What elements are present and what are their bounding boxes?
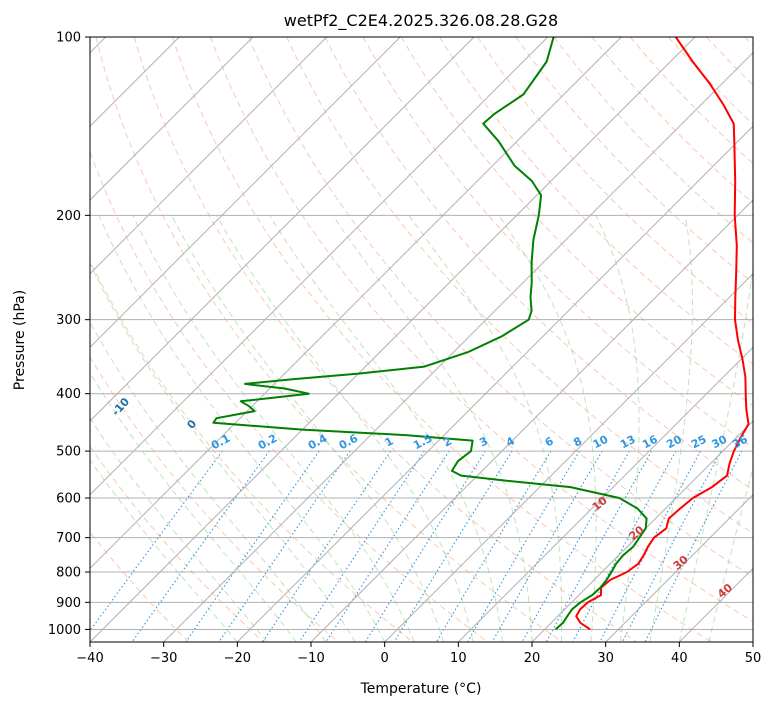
grid-lines: [90, 37, 753, 642]
dry-adiabat: [133, 37, 638, 642]
moist-adiabat: [269, 215, 503, 642]
x-tick-label: −40: [76, 651, 103, 666]
dry-adiabat: [324, 37, 753, 491]
moist-adiabat: [498, 215, 597, 642]
isotherm-gridline: [90, 37, 696, 642]
moist-adiabat: [332, 215, 533, 642]
x-tick-label: 40: [671, 651, 688, 666]
moist-adiabat: [98, 215, 386, 642]
moist-adiabat: [90, 459, 238, 642]
y-tick-label: 600: [56, 492, 81, 507]
dry-adiabat: [438, 37, 753, 366]
dry-adiabat: [477, 37, 753, 325]
moist-adiabat: [90, 321, 327, 642]
dry-adiabat: [90, 445, 264, 642]
mixing-ratio-label: 20: [664, 432, 684, 451]
x-axis-label: Temperature (°C): [360, 681, 482, 697]
mixing-ratio-label: 25: [689, 433, 709, 452]
moist-adiabat: [171, 215, 445, 642]
y-tick-label: 500: [56, 445, 81, 460]
y-tick-label: 900: [56, 596, 81, 611]
mixing-ratio-line: [218, 450, 351, 642]
isotherm-gridline: [90, 37, 254, 201]
isotherm-gridline: [90, 37, 622, 570]
dry-adiabat: [248, 37, 753, 578]
moist-adiabat: [595, 215, 640, 642]
mixing-ratio-line: [298, 450, 425, 642]
mixing-ratio-line: [572, 450, 677, 642]
temperature-profile-line: [575, 37, 750, 631]
x-tick-label: 50: [745, 651, 762, 666]
mixing-ratio-label: 36: [730, 433, 750, 452]
profiles: [212, 37, 750, 631]
moist-adiabat: [408, 215, 563, 642]
mixing-ratio-line: [644, 450, 743, 642]
mixing-ratio-label: 30: [710, 433, 730, 452]
moist-adiabat: [90, 371, 297, 642]
y-tick-label: 1000: [48, 623, 81, 638]
mixing-ratio-line: [545, 450, 653, 642]
mixing-ratio-label: 10: [591, 432, 611, 451]
mixing-ratio-line: [262, 450, 392, 642]
y-tick-label: 400: [56, 387, 81, 402]
isotherm-gridline: [384, 272, 753, 642]
x-tick-label: 30: [597, 651, 614, 666]
plot-frame: [89, 36, 754, 643]
chart-title: wetPf2_C2E4.2025.326.08.28.G28: [284, 11, 558, 31]
x-tick-label: 10: [450, 651, 467, 666]
isotherm-gridline: [605, 493, 753, 642]
isotherm-gridline: [90, 37, 475, 422]
mixing-ratio-line: [185, 450, 320, 642]
mixing-ratio-label: 16: [640, 433, 660, 452]
moist-adiabat: [90, 417, 268, 642]
background-lines: [90, 37, 753, 642]
isotherm-gridline: [531, 420, 753, 642]
isotherm-gridline: [310, 199, 753, 642]
x-tick-label: 20: [524, 651, 541, 666]
isotherm-gridline: [457, 346, 753, 642]
mixing-ratio-line: [491, 450, 603, 642]
y-tick-label: 100: [56, 31, 81, 46]
moist-adiabat: [132, 215, 415, 642]
dewpoint-profile-line: [212, 37, 648, 631]
moist-adiabat: [90, 262, 356, 642]
y-tick-label: 300: [56, 313, 81, 328]
y-axis-label: Pressure (hPa): [12, 290, 28, 390]
x-tick-label: −20: [224, 651, 251, 666]
dry-adiabat: [210, 37, 753, 623]
moist-adiabat: [649, 215, 693, 642]
moist-adiabat: [216, 215, 474, 642]
isotherm-gridline: [163, 51, 753, 642]
isotherm-gridline: [90, 37, 401, 349]
dry-adiabat: [90, 356, 339, 642]
y-tick-label: 200: [56, 209, 81, 224]
x-tick-label: −30: [150, 651, 177, 666]
mixing-ratio-line: [90, 450, 223, 632]
mixing-ratio-label: 13: [618, 433, 638, 452]
axis-ticks: −40 −30 −20 −10 0 10 20 30 40 50 100 200 300 400 500 60…: [48, 31, 761, 667]
dry-adiabat: [90, 150, 488, 642]
y-tick-label: 800: [56, 566, 81, 581]
mixing-ratio-line: [599, 450, 701, 642]
mixing-ratio-line: [521, 450, 630, 642]
isotherm-gridline: [90, 37, 549, 496]
dry-adiabat: [95, 37, 563, 642]
y-tick-label: 700: [56, 531, 81, 546]
moist-adiabat: [678, 263, 753, 642]
x-tick-label: −10: [297, 651, 324, 666]
inline-labels: -100-90-80-70-60-50-40-30-20-1000.10.20.…: [109, 395, 750, 601]
isotherm-gridline: [236, 125, 753, 642]
isotherm-gridline: [90, 37, 328, 275]
x-tick-label: 0: [381, 651, 389, 666]
